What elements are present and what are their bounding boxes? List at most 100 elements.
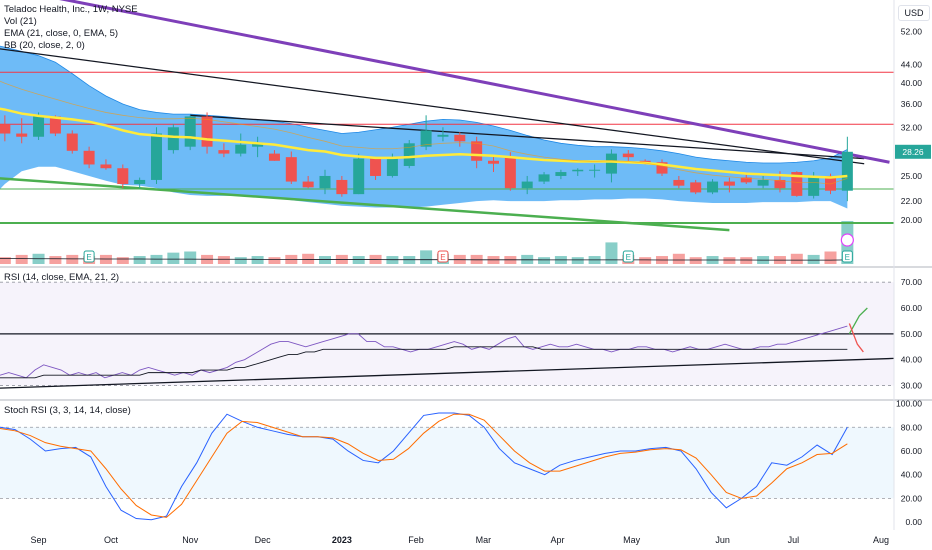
- rsi-series-line: [0, 346, 848, 379]
- volume-bar: [0, 257, 11, 264]
- rsi-pane: [0, 281, 895, 389]
- currency-button[interactable]: USD: [898, 5, 930, 21]
- trendline: [0, 48, 865, 165]
- candle-body: [302, 181, 314, 188]
- stoch-series-line: [0, 412, 848, 521]
- volume-bar: [15, 254, 28, 264]
- symbol-title[interactable]: Teladoc Health, Inc., 1W, NYSE: [4, 4, 138, 15]
- candle-body: [420, 130, 432, 147]
- time-tick-label: Mar: [476, 535, 492, 545]
- rsi-tick-label: 60.00: [901, 303, 923, 313]
- ema-fast-line: [0, 80, 848, 185]
- volume-bar: [740, 257, 753, 264]
- price-axis: 20.0022.0025.0028.0032.0036.0040.0044.00…: [0, 0, 932, 530]
- candle-body: [673, 179, 685, 186]
- rsi-study-label[interactable]: RSI (14, close, EMA, 21, 2): [4, 272, 120, 283]
- candle-body: [386, 157, 398, 176]
- volume-bar: [217, 256, 230, 264]
- volume-bar: [49, 256, 62, 264]
- volume-bar: [302, 253, 315, 264]
- bollinger-upper: [0, 45, 848, 164]
- earnings-marker: E: [83, 250, 95, 263]
- volume-bar: [790, 253, 803, 264]
- earnings-marker: E: [622, 250, 634, 263]
- candle-body: [841, 151, 853, 191]
- candle-body: [707, 181, 719, 193]
- trendline: [0, 177, 730, 232]
- volume-bar: [824, 251, 837, 264]
- candle-body: [336, 179, 348, 195]
- stoch-tick-label: 60.00: [901, 446, 923, 456]
- candle-body: [504, 157, 516, 189]
- earnings-marker-box: [841, 250, 853, 263]
- volume-bar: [571, 257, 584, 264]
- price-tick-label: 22.00: [901, 196, 923, 206]
- time-tick-label: Jul: [788, 535, 800, 545]
- earnings-marker-letter: E: [845, 253, 850, 262]
- volume-bar: [133, 256, 146, 264]
- volume-bar: [99, 254, 112, 264]
- stoch-tick-label: 80.00: [901, 422, 923, 432]
- candle-body: [201, 116, 213, 147]
- volume-bar: [184, 251, 197, 264]
- rsi-trendline: [0, 357, 895, 389]
- trendline: [190, 114, 865, 160]
- bb-study-label[interactable]: BB (20, close, 2, 0): [4, 40, 85, 51]
- rsi-tick-label: 30.00: [901, 381, 923, 391]
- candle-body: [639, 160, 651, 163]
- earnings-marker-box: [437, 250, 449, 263]
- volume-bar: [538, 257, 551, 264]
- earnings-marker-box: [83, 250, 95, 263]
- candle-body: [488, 160, 499, 164]
- stoch-tick-label: 40.00: [901, 470, 923, 480]
- stoch-series-line: [0, 413, 848, 518]
- candle-body: [521, 181, 533, 189]
- volume-study-label[interactable]: Vol (21): [4, 16, 37, 27]
- last-price-tag: [895, 144, 931, 159]
- rsi-down-arrow: [848, 323, 864, 353]
- volume-bar: [167, 252, 180, 264]
- last-price-label: 28.26: [902, 147, 924, 157]
- price-tick-label: 20.00: [901, 215, 923, 225]
- candle-body: [555, 172, 567, 176]
- volume-ma-line: [0, 258, 848, 261]
- volume-bar: [420, 250, 433, 264]
- stoch-band-fill: [0, 427, 894, 499]
- candle-body: [184, 116, 196, 147]
- time-tick-label: Dec: [255, 535, 272, 545]
- candle-body: [319, 175, 331, 189]
- candle-body: [117, 168, 129, 185]
- volume-bar: [352, 256, 365, 264]
- candle-body: [285, 157, 297, 182]
- candle-body: [589, 169, 601, 171]
- volume-bar: [689, 257, 702, 264]
- rsi-tick-label: 50.00: [901, 329, 923, 339]
- candle-body: [16, 133, 28, 137]
- candle-body: [774, 179, 786, 189]
- time-tick-label: Aug: [873, 535, 889, 545]
- candle-body: [437, 134, 449, 137]
- volume-bar: [605, 242, 618, 264]
- candle-body: [572, 169, 584, 172]
- candle-body: [605, 153, 617, 174]
- stoch-tick-label: 100.00: [896, 399, 922, 409]
- ema-study-label[interactable]: EMA (21, close, 0, EMA, 5): [4, 28, 119, 39]
- candle-body: [454, 134, 466, 142]
- rsi-tick-label: 70.00: [901, 277, 923, 287]
- earnings-marker-letter: E: [440, 253, 445, 262]
- candle-body: [252, 143, 264, 147]
- stoch-rsi-study-label[interactable]: Stoch RSI (3, 3, 14, 14, close): [4, 405, 131, 416]
- time-tick-label: Jun: [715, 535, 730, 545]
- volume-bar: [723, 257, 736, 264]
- time-tick-label: 2023: [332, 535, 352, 545]
- candle-body: [151, 133, 162, 180]
- volume-bar: [319, 256, 331, 264]
- candle-body: [218, 150, 230, 154]
- candle-body: [353, 158, 365, 195]
- candle-body: [66, 133, 78, 151]
- price-tick-label: 52.00: [901, 26, 923, 36]
- price-tick-label: 32.00: [901, 122, 923, 132]
- earnings-marker: E: [841, 250, 853, 263]
- volume-bar: [251, 256, 264, 264]
